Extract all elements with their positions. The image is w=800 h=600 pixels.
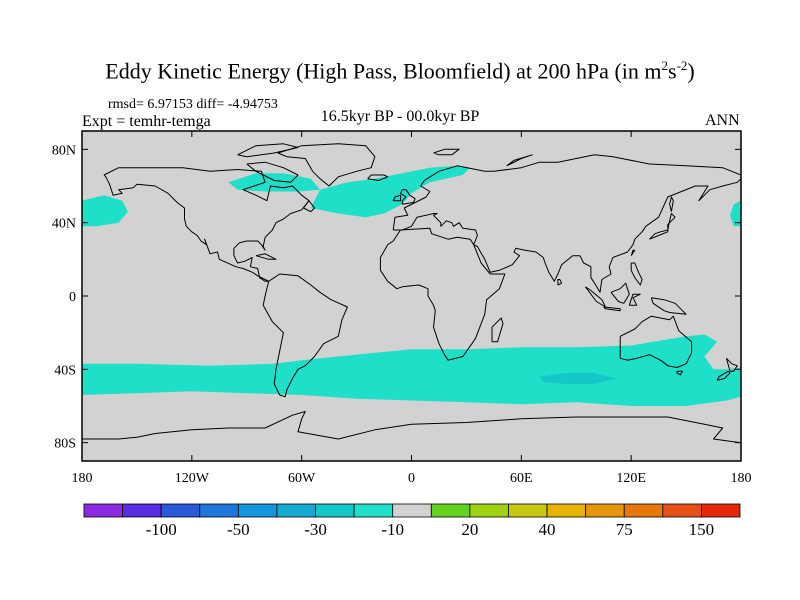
colorbar-swatch <box>546 503 587 518</box>
coastline-novaya-zemlya <box>506 154 533 167</box>
colorbar: -100 -50 -30 -10 20 40 75 150 <box>83 503 741 539</box>
y-tick-label: 80S <box>54 437 76 452</box>
colorbar-label: 75 <box>616 520 633 539</box>
title-s: s <box>668 58 677 84</box>
coastline-africa <box>379 227 506 361</box>
coastline-antarctica <box>82 411 741 444</box>
coastline-new-zealand-south <box>716 370 731 381</box>
season-label: ANN <box>705 112 740 129</box>
coastline-philippines <box>630 262 643 286</box>
colorbar-label: -50 <box>227 520 250 539</box>
region-north-pacific-east <box>730 200 741 227</box>
coastline-tasmania <box>676 370 683 376</box>
colorbar-swatch <box>585 503 625 518</box>
coastline-newfoundland <box>303 200 315 213</box>
coastline-new-zealand <box>725 357 738 372</box>
colorbar-swatch <box>662 503 702 518</box>
colorbar-swatch <box>237 503 278 518</box>
colorbar-label: 150 <box>689 520 715 539</box>
colorbar-label: -100 <box>146 520 177 539</box>
colorbar-label: -10 <box>381 520 404 539</box>
x-tick-label: 120W <box>175 471 210 486</box>
coastline-borneo <box>610 282 630 304</box>
chart-title-text: Eddy Kinetic Energy (High Pass, Bloomfie… <box>105 58 662 84</box>
colorbar-label: 40 <box>539 520 556 539</box>
coastline-sri-lanka <box>557 279 563 286</box>
x-tick-label: 120E <box>616 471 646 486</box>
x-tick-label: 60E <box>510 471 533 486</box>
colorbar-swatch <box>122 503 162 518</box>
colorbar-swatch <box>315 503 355 518</box>
coastline-south-america <box>262 273 348 398</box>
colorbar-swatch <box>469 503 509 518</box>
coastline-greenland <box>277 143 376 187</box>
coastline-new-guinea <box>650 297 687 315</box>
coastlines <box>82 143 741 444</box>
coastline-japan <box>649 213 676 240</box>
title-exp1: 2 <box>661 58 669 73</box>
chart-title: Eddy Kinetic Energy (High Pass, Bloomfie… <box>105 58 695 84</box>
region-southern-indian-core <box>539 373 617 384</box>
colorbar-swatch <box>276 503 316 518</box>
coastline-madagascar <box>491 317 504 343</box>
colorbar-swatch <box>392 503 432 518</box>
y-tick-label: 40S <box>54 363 76 378</box>
coastline-baffin <box>246 161 299 183</box>
region-north-pacific-west <box>82 195 128 227</box>
coastline-uk <box>400 189 416 205</box>
coastline-north-america <box>103 167 310 282</box>
axis-ticks: 180 120W 60W 0 60E 120E 180 80N 40N 0 40S 80S <box>52 131 752 486</box>
stats-label: rmsd= 6.97153 diff= -4.94753 <box>108 97 278 112</box>
y-tick-label: 80N <box>52 143 76 158</box>
coastline-taiwan <box>630 249 636 256</box>
coastline-sakhalin <box>669 196 674 212</box>
colorbar-swatch <box>623 503 664 518</box>
y-tick-label: 0 <box>69 290 76 305</box>
coastline-cuba <box>255 253 277 260</box>
x-tick-label: 180 <box>72 471 93 486</box>
coastline-iceland <box>367 174 389 181</box>
coastline-sulawesi <box>628 293 641 306</box>
coastline-ireland <box>392 194 401 202</box>
region-north-atlantic-band <box>310 165 471 218</box>
colorbar-label: 20 <box>461 520 478 539</box>
colorbar-swatch <box>508 503 548 518</box>
coastline-australia <box>619 315 693 368</box>
coastline-sumatra <box>584 286 606 308</box>
x-tick-label: 180 <box>731 471 752 486</box>
colorbar-swatch <box>701 503 741 518</box>
coastline-java <box>603 306 621 312</box>
colorbar-swatch <box>160 503 201 518</box>
x-tick-label: 0 <box>408 471 415 486</box>
coastline-svalbard <box>433 148 460 156</box>
coastline-eurasia <box>392 154 741 293</box>
colorbar-swatch <box>199 503 239 518</box>
anomaly-regions <box>82 165 741 406</box>
colorbar-swatch <box>430 503 471 518</box>
coastline-ellesmere <box>237 143 299 158</box>
region-southern-ocean-band <box>82 334 741 406</box>
period-label: 16.5kyr BP - 00.0kyr BP <box>320 108 480 125</box>
colorbar-swatch <box>353 503 394 518</box>
expt-label: Expt = temhr-temga <box>82 113 211 130</box>
title-exp2: -2 <box>676 58 688 73</box>
colorbar-swatch <box>83 503 123 518</box>
y-tick-label: 40N <box>52 217 76 232</box>
colorbar-label: -30 <box>304 520 327 539</box>
x-tick-label: 60W <box>288 471 316 486</box>
